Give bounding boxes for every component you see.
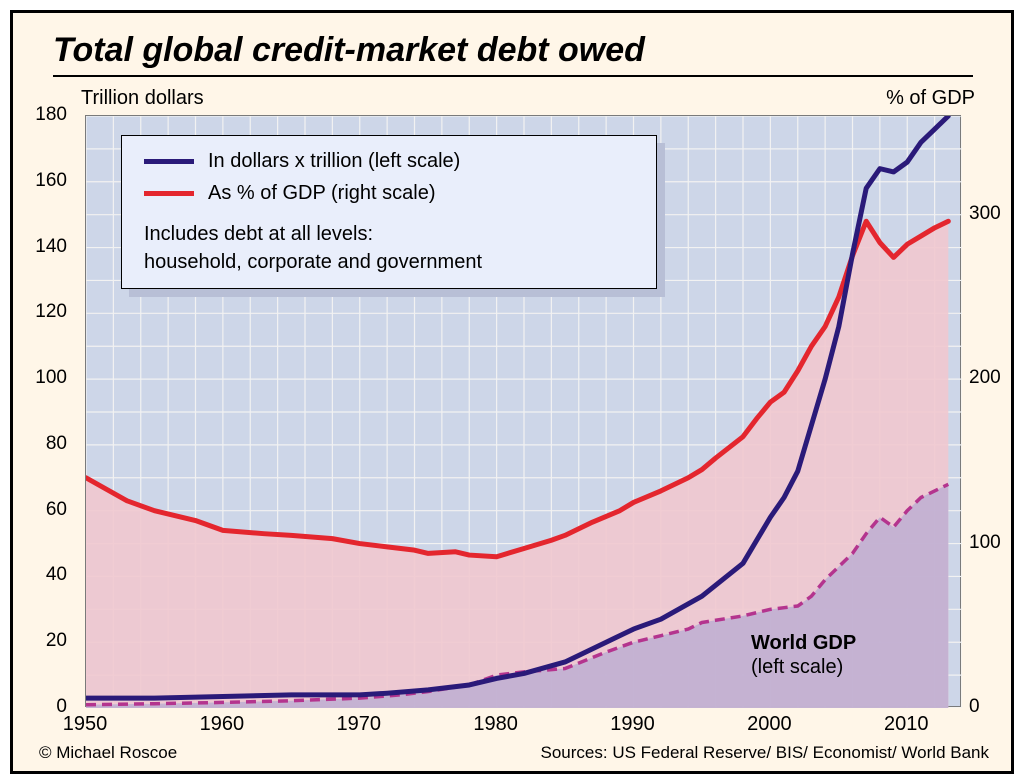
title-underline [53, 75, 973, 77]
legend-swatch-pctgdp [144, 191, 194, 196]
legend-item-pctgdp: As % of GDP (right scale) [144, 182, 435, 205]
y-left-tick: 80 [17, 433, 67, 455]
legend-swatch-dollars [144, 159, 194, 164]
x-tick: 2010 [884, 713, 929, 736]
x-tick: 2000 [747, 713, 792, 736]
x-tick: 1960 [200, 713, 245, 736]
y-right-tick: 100 [969, 532, 1009, 554]
x-tick: 1980 [473, 713, 518, 736]
legend-label-dollars: In dollars x trillion (left scale) [208, 150, 460, 173]
y-left-tick: 40 [17, 564, 67, 586]
y-right-tick: 300 [969, 203, 1009, 225]
y-left-axis-label: Trillion dollars [81, 87, 204, 110]
legend-note: Includes debt at all levels: household, … [144, 220, 482, 276]
copyright-text: © Michael Roscoe [39, 743, 177, 763]
y-left-tick: 140 [17, 236, 67, 258]
y-right-tick: 200 [969, 367, 1009, 389]
y-left-tick: 160 [17, 170, 67, 192]
legend-note-line1: Includes debt at all levels: [144, 223, 373, 245]
y-left-tick: 0 [17, 696, 67, 718]
x-tick: 1970 [337, 713, 382, 736]
y-left-tick: 20 [17, 630, 67, 652]
y-left-tick: 60 [17, 499, 67, 521]
legend-item-dollars: In dollars x trillion (left scale) [144, 150, 460, 173]
legend-box: In dollars x trillion (left scale) As % … [121, 135, 657, 289]
y-left-tick: 180 [17, 104, 67, 126]
legend-note-line2: household, corporate and government [144, 251, 482, 273]
world-gdp-annotation: World GDP (left scale) [751, 631, 856, 679]
legend-label-pctgdp: As % of GDP (right scale) [208, 182, 435, 205]
world-gdp-line1: World GDP [751, 632, 856, 654]
x-tick: 1990 [610, 713, 655, 736]
y-left-tick: 100 [17, 367, 67, 389]
chart-title: Total global credit-market debt owed [53, 31, 645, 70]
y-right-axis-label: % of GDP [886, 87, 975, 110]
y-left-tick: 120 [17, 301, 67, 323]
y-right-tick: 0 [969, 696, 1009, 718]
world-gdp-line2: (left scale) [751, 656, 843, 678]
x-tick: 1950 [63, 713, 108, 736]
sources-text: Sources: US Federal Reserve/ BIS/ Econom… [541, 743, 989, 763]
chart-frame: Total global credit-market debt owed Tri… [10, 10, 1014, 774]
